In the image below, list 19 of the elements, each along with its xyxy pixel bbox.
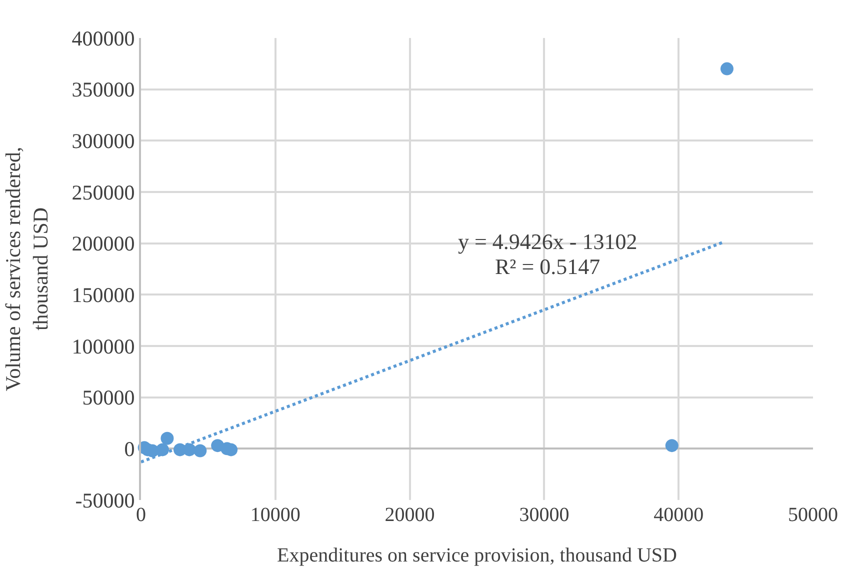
y-tick-label: 0 — [124, 437, 135, 462]
x-tick-label: 20000 — [384, 504, 435, 526]
y-tick-label: 350000 — [72, 78, 135, 102]
y-tick-label: 400000 — [72, 26, 135, 50]
y-tick-label: 100000 — [72, 334, 135, 358]
annotation: R² = 0.5147 — [495, 254, 600, 279]
y-tick-label: 300000 — [72, 129, 135, 154]
annotation: y = 4.9426x - 13102 — [458, 229, 638, 254]
x-tick-label: 30000 — [519, 504, 570, 526]
x-tick-label: 10000 — [250, 504, 300, 526]
x-tick-label: 50000 — [788, 504, 838, 526]
y-axis-title: Volume of services rendered, thousand USD — [1, 146, 52, 392]
y-tick-label: -50000 — [75, 488, 135, 512]
y-tick-label: 250000 — [72, 180, 135, 204]
y-tick-label: 150000 — [72, 283, 135, 308]
y-tick-label: 50000 — [82, 386, 135, 410]
y-tick-label: 200000 — [72, 232, 135, 256]
x-axis-title: Expenditures on service provision, thousand USD — [277, 544, 677, 566]
x-tick-label: 40000 — [654, 504, 704, 526]
